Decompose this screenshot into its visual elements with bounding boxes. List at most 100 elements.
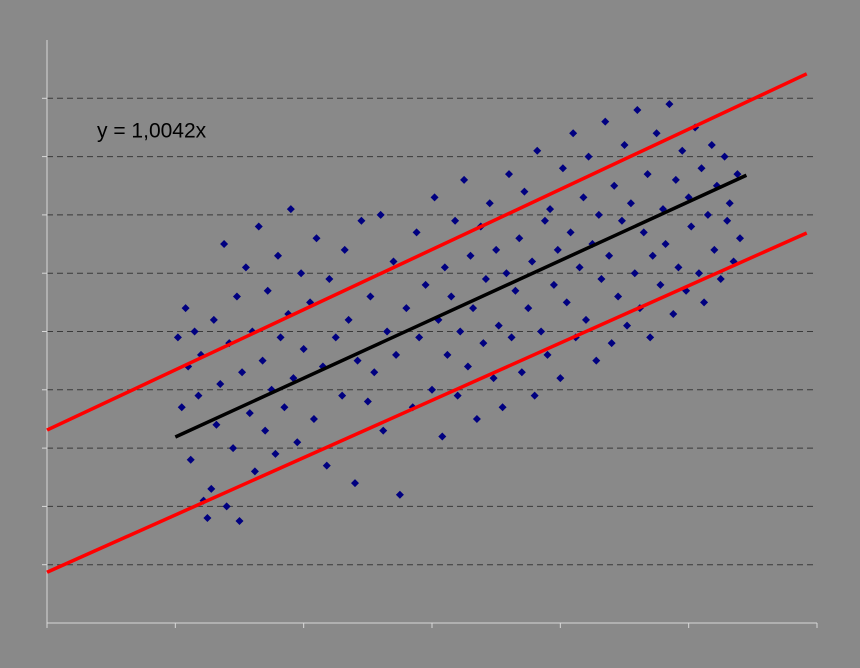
data-point bbox=[451, 216, 460, 225]
data-point bbox=[498, 403, 507, 412]
data-point bbox=[276, 333, 285, 342]
data-point bbox=[485, 199, 494, 208]
data-point bbox=[562, 298, 571, 307]
data-point bbox=[203, 514, 212, 523]
data-point bbox=[299, 344, 308, 353]
data-point bbox=[656, 280, 665, 289]
data-point bbox=[245, 409, 254, 418]
line bbox=[46, 231, 808, 574]
data-point bbox=[700, 298, 709, 307]
data-point bbox=[460, 175, 469, 184]
data-point bbox=[469, 304, 478, 313]
data-point bbox=[241, 263, 250, 272]
data-point bbox=[617, 216, 626, 225]
data-point bbox=[643, 170, 652, 179]
data-point bbox=[181, 304, 190, 313]
data-point bbox=[254, 222, 263, 231]
data-point bbox=[297, 269, 306, 278]
data-point bbox=[543, 350, 552, 359]
data-point bbox=[569, 129, 578, 138]
data-point bbox=[472, 414, 481, 423]
data-point bbox=[235, 516, 244, 525]
data-point bbox=[592, 356, 601, 365]
data-point bbox=[173, 333, 182, 342]
data-point bbox=[517, 368, 526, 377]
data-point bbox=[389, 257, 398, 266]
data-point bbox=[703, 210, 712, 219]
data-point bbox=[507, 333, 516, 342]
data-point bbox=[340, 245, 349, 254]
data-point bbox=[669, 310, 678, 319]
data-point bbox=[466, 251, 475, 260]
data-point bbox=[623, 321, 632, 330]
data-point bbox=[428, 385, 436, 394]
data-point bbox=[556, 374, 565, 383]
data-point bbox=[207, 484, 216, 493]
data-point bbox=[383, 327, 392, 336]
data-point bbox=[671, 175, 680, 184]
data-point bbox=[575, 263, 584, 272]
data-point bbox=[633, 105, 642, 114]
data-point bbox=[353, 356, 362, 365]
data-point bbox=[678, 146, 687, 155]
data-point bbox=[250, 467, 259, 476]
data-point bbox=[220, 240, 229, 249]
data-point bbox=[528, 257, 537, 266]
data-point bbox=[481, 275, 490, 284]
data-point bbox=[540, 216, 549, 225]
data-point bbox=[357, 216, 366, 225]
data-point bbox=[177, 403, 186, 412]
line bbox=[174, 173, 748, 439]
data-point bbox=[351, 479, 359, 488]
data-point bbox=[725, 199, 734, 208]
data-point bbox=[258, 356, 267, 365]
data-point bbox=[492, 245, 501, 254]
data-point bbox=[325, 275, 334, 284]
data-point bbox=[309, 414, 318, 423]
data-point bbox=[494, 321, 503, 330]
data-point bbox=[610, 181, 619, 190]
data-point bbox=[720, 152, 729, 161]
data-point bbox=[216, 379, 225, 388]
data-point bbox=[440, 263, 449, 272]
data-point bbox=[212, 420, 221, 429]
data-point bbox=[415, 333, 424, 342]
data-point bbox=[697, 164, 706, 173]
data-point bbox=[553, 245, 562, 254]
data-point bbox=[549, 280, 558, 289]
data-point bbox=[515, 234, 524, 243]
data-point bbox=[376, 210, 385, 219]
data-point bbox=[716, 275, 725, 284]
data-point bbox=[566, 228, 575, 237]
data-point bbox=[271, 449, 280, 458]
data-point bbox=[280, 403, 289, 412]
data-point bbox=[601, 117, 610, 126]
data-point bbox=[558, 164, 567, 173]
data-point bbox=[652, 129, 661, 138]
data-point bbox=[582, 315, 590, 324]
data-point bbox=[620, 140, 629, 149]
data-point bbox=[674, 263, 683, 272]
data-point bbox=[661, 240, 670, 249]
data-point bbox=[238, 368, 247, 377]
data-point bbox=[293, 438, 302, 447]
data-point bbox=[665, 100, 674, 109]
data-point bbox=[733, 170, 742, 179]
data-point bbox=[344, 315, 353, 324]
equation-annotation: y = 1,0042x bbox=[97, 120, 207, 143]
data-point bbox=[392, 350, 401, 359]
data-point bbox=[646, 333, 655, 342]
data-point bbox=[261, 426, 270, 435]
data-point bbox=[710, 245, 719, 254]
data-point bbox=[338, 391, 347, 400]
data-point bbox=[520, 187, 529, 196]
data-point bbox=[597, 275, 606, 284]
data-point bbox=[402, 304, 411, 313]
data-point bbox=[194, 391, 203, 400]
data-point bbox=[186, 455, 195, 464]
data-point bbox=[530, 391, 539, 400]
data-point bbox=[463, 362, 472, 371]
data-point bbox=[395, 490, 404, 499]
data-point bbox=[502, 269, 511, 278]
